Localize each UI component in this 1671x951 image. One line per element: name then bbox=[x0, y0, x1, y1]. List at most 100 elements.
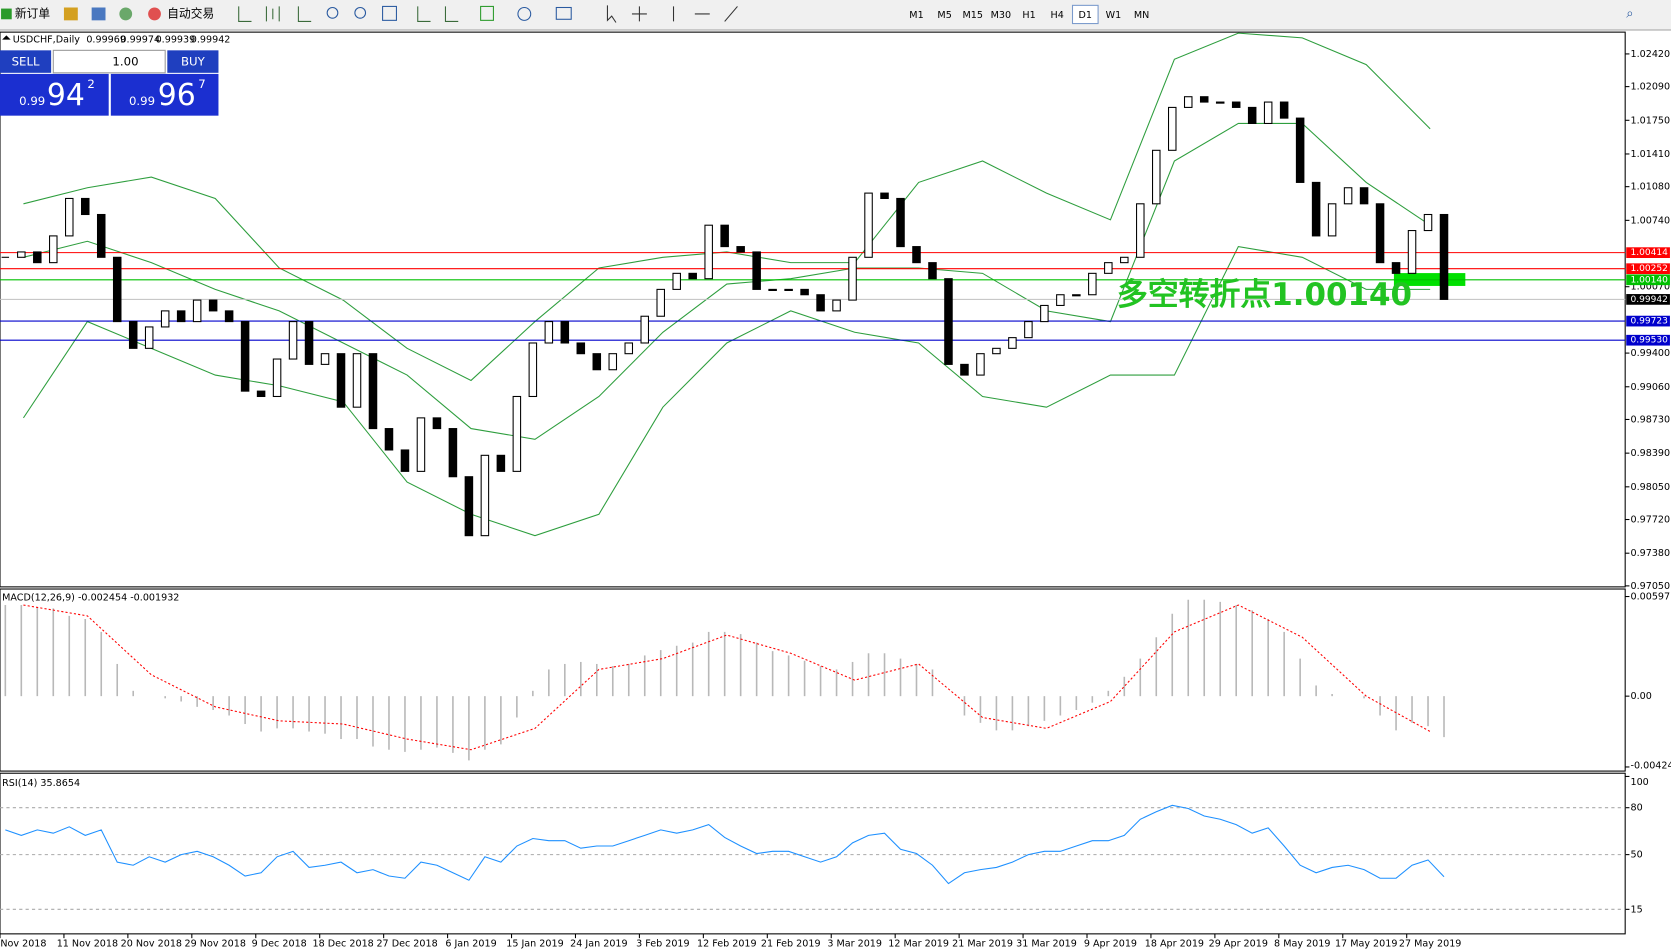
candle bbox=[592, 353, 602, 371]
timeframe-button[interactable]: M15 bbox=[963, 10, 983, 21]
candle bbox=[176, 310, 186, 323]
y-tick-label: 0.98730 bbox=[1631, 414, 1671, 425]
candle bbox=[976, 353, 985, 376]
candle bbox=[448, 428, 458, 478]
candle bbox=[1407, 230, 1417, 274]
y-tick-label: 0.00597 bbox=[1631, 592, 1671, 603]
candle bbox=[1056, 294, 1065, 306]
new-order-icon[interactable] bbox=[1, 8, 12, 20]
candle bbox=[768, 288, 777, 292]
timeframe-button[interactable]: H1 bbox=[1022, 10, 1035, 21]
sell-label[interactable]: SELL bbox=[12, 55, 40, 69]
buy-price-box[interactable] bbox=[110, 73, 219, 116]
x-tick-label: 17 May 2019 bbox=[1335, 938, 1398, 949]
candle bbox=[17, 251, 26, 258]
y-tick-label: 50 bbox=[1631, 850, 1643, 861]
buy-label[interactable]: BUY bbox=[181, 55, 206, 69]
candle bbox=[928, 262, 937, 280]
candle bbox=[272, 358, 282, 398]
chart-open: 0.99969 bbox=[86, 35, 126, 46]
toolbar-icon[interactable] bbox=[91, 7, 106, 21]
price-level-tag bbox=[1626, 334, 1670, 346]
x-tick-label: 9 Dec 2018 bbox=[252, 938, 307, 949]
periods-icon[interactable] bbox=[517, 6, 532, 21]
auto-trading-button[interactable]: 自动交易 bbox=[167, 6, 214, 20]
bollinger-middle bbox=[23, 122, 1431, 440]
toolbar-icon[interactable] bbox=[119, 7, 133, 21]
x-tick-label: 18 Apr 2019 bbox=[1145, 938, 1204, 949]
candle bbox=[192, 299, 202, 323]
candle bbox=[688, 272, 697, 280]
sell-price-sup: 2 bbox=[87, 77, 94, 91]
buy-button[interactable] bbox=[167, 50, 219, 73]
new-order-button[interactable]: 新订单 bbox=[15, 6, 50, 20]
timeframe-button[interactable]: M5 bbox=[937, 10, 951, 21]
lot-size-value[interactable]: 1.00 bbox=[112, 55, 138, 69]
y-tick-label: 0.99400 bbox=[1631, 348, 1671, 359]
candle bbox=[128, 321, 138, 349]
x-tick-label: 29 Apr 2019 bbox=[1209, 938, 1268, 949]
auto-trading-icon[interactable] bbox=[148, 7, 161, 21]
candle bbox=[848, 256, 857, 301]
rsi-label: RSI(14) 35.8654 bbox=[2, 778, 80, 789]
y-tick-label: 1.01750 bbox=[1631, 115, 1671, 126]
price-level-tag bbox=[1626, 315, 1670, 327]
timeframe-selected bbox=[1071, 4, 1099, 25]
x-tick-label: Nov 2018 bbox=[0, 938, 46, 949]
price-level-label: 0.99530 bbox=[1631, 336, 1669, 346]
y-tick-label: 1.01080 bbox=[1631, 182, 1671, 193]
timeframe-button[interactable]: M1 bbox=[909, 10, 923, 21]
candle bbox=[160, 310, 170, 328]
timeframe-button[interactable]: M30 bbox=[991, 10, 1011, 21]
candle bbox=[208, 299, 218, 312]
candle bbox=[864, 192, 873, 258]
candle bbox=[240, 321, 250, 392]
chart-type-icons[interactable] bbox=[238, 6, 312, 22]
x-tick-label: 12 Feb 2019 bbox=[697, 938, 757, 949]
candle bbox=[1375, 203, 1385, 264]
zoom-out-icon[interactable] bbox=[354, 6, 367, 19]
drawing-tools[interactable] bbox=[606, 5, 738, 23]
sell-price-big: 94 bbox=[47, 78, 85, 113]
indicators-icon[interactable] bbox=[480, 5, 494, 21]
candle bbox=[352, 353, 362, 408]
sell-price-box[interactable] bbox=[0, 73, 109, 116]
candle bbox=[96, 213, 106, 258]
buy-price-prefix: 0.99 bbox=[129, 94, 155, 108]
candle bbox=[33, 251, 42, 264]
candle bbox=[1104, 262, 1113, 274]
candle bbox=[1279, 101, 1289, 119]
lot-size-input[interactable] bbox=[52, 49, 166, 74]
candle bbox=[1136, 203, 1145, 258]
candle bbox=[1231, 101, 1241, 108]
y-tick-label: 0.98050 bbox=[1631, 482, 1671, 493]
y-tick-label: 1.00740 bbox=[1631, 215, 1671, 226]
templates-icon[interactable] bbox=[555, 6, 572, 20]
scroll-icons[interactable] bbox=[417, 6, 459, 22]
timeframe-button[interactable]: MN bbox=[1134, 10, 1149, 21]
candle bbox=[1263, 101, 1273, 124]
candle bbox=[1247, 106, 1257, 124]
candle bbox=[1391, 262, 1401, 274]
timeframe-button[interactable]: D1 bbox=[1079, 10, 1092, 21]
candle bbox=[1183, 96, 1193, 108]
search-icon[interactable]: ⌕ bbox=[1626, 6, 1633, 21]
buy-price-sup: 7 bbox=[198, 77, 205, 91]
candle bbox=[80, 197, 90, 216]
candle bbox=[944, 278, 953, 365]
price-level-tag bbox=[1626, 294, 1670, 305]
candle bbox=[1167, 106, 1177, 151]
timeframe-button[interactable]: H4 bbox=[1051, 10, 1064, 21]
toolbar-icon[interactable] bbox=[63, 7, 78, 21]
timeframe-button[interactable]: W1 bbox=[1106, 10, 1122, 21]
candle bbox=[1199, 96, 1209, 103]
price-level-label: 1.00252 bbox=[1631, 264, 1668, 274]
candle bbox=[1439, 213, 1449, 300]
y-tick-label: 0.99060 bbox=[1631, 382, 1671, 393]
sell-button[interactable] bbox=[0, 50, 52, 73]
x-tick-label: 29 Nov 2018 bbox=[185, 938, 246, 949]
tile-icon[interactable] bbox=[382, 5, 397, 21]
candle bbox=[384, 428, 394, 451]
zoom-in-icon[interactable] bbox=[326, 6, 339, 19]
y-tick-label: 0.00 bbox=[1631, 691, 1652, 702]
